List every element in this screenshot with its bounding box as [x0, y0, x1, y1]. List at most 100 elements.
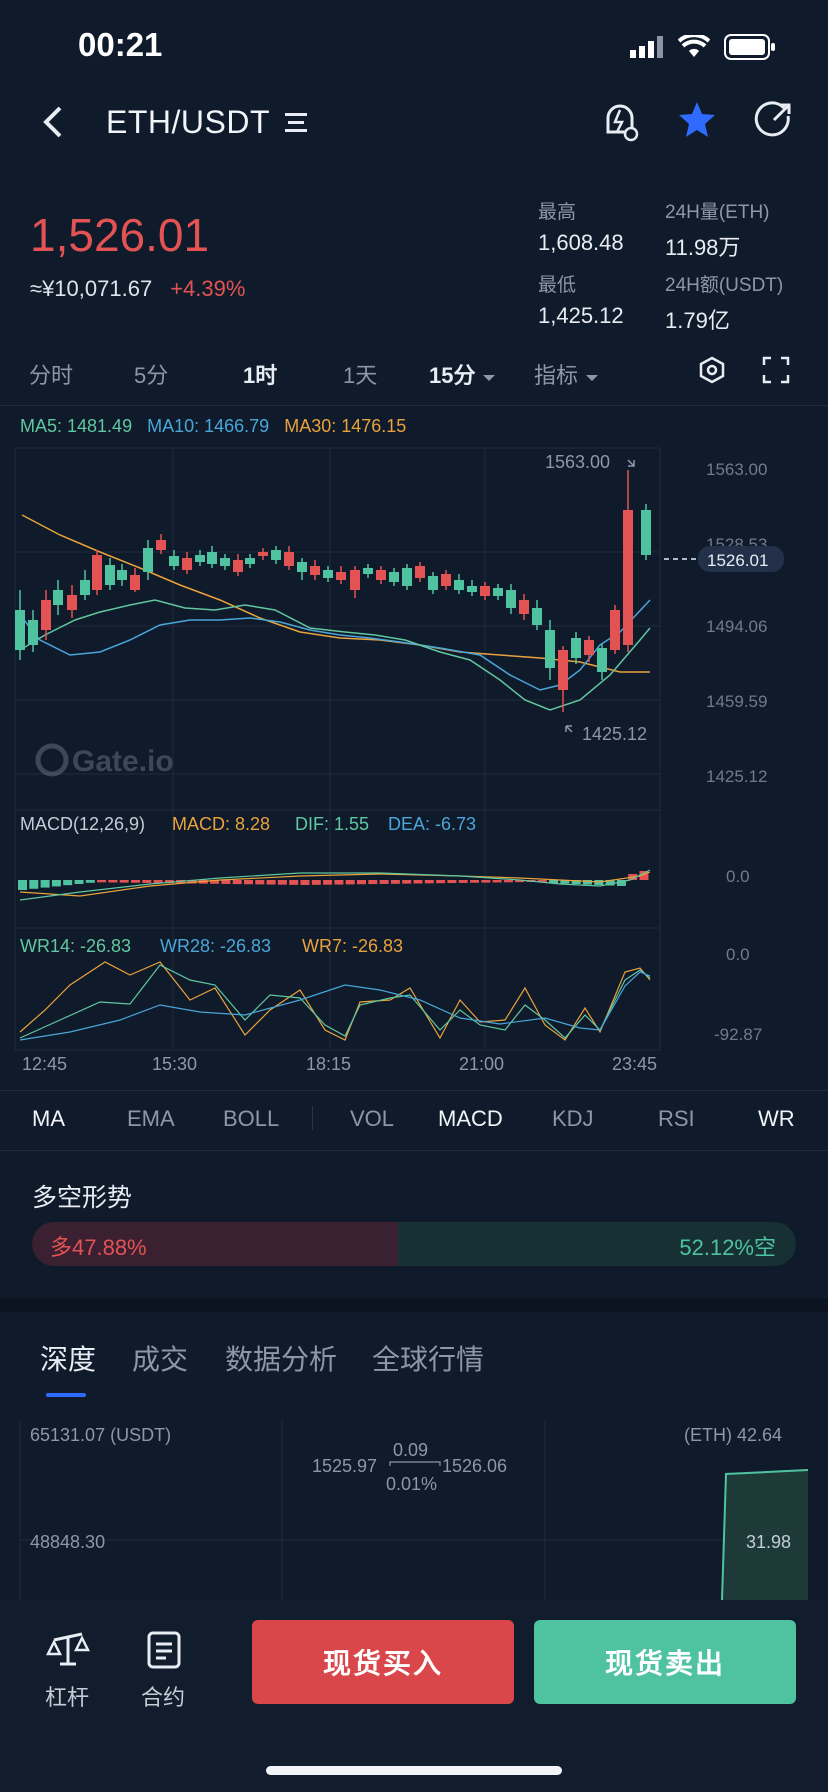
candle-body: [323, 570, 333, 578]
buy-button[interactable]: 现货买入: [252, 1620, 514, 1704]
list-icon: [284, 113, 307, 132]
tab-1h[interactable]: 1时: [243, 363, 278, 388]
tab-5m[interactable]: 5分: [134, 363, 169, 388]
candlesticks: [15, 470, 651, 712]
tab-trades[interactable]: 成交: [132, 1344, 189, 1375]
favorite-button[interactable]: [676, 100, 718, 145]
spread-bracket: [389, 1461, 441, 1466]
scale-icon: [45, 1632, 91, 1666]
candle-body: [284, 552, 294, 566]
star-icon: [679, 102, 715, 137]
long-bar: [32, 1222, 398, 1266]
depth-ask: 1526.06: [442, 1456, 507, 1476]
macd-bar: [266, 880, 276, 885]
tab-data-analysis[interactable]: 数据分析: [225, 1344, 338, 1375]
chart-settings-button[interactable]: [698, 356, 726, 390]
macd-bar: [311, 880, 321, 885]
pair-title[interactable]: ETH/USDT: [106, 104, 309, 141]
change-pct: +4.39%: [170, 276, 246, 301]
candle-body: [271, 550, 281, 560]
high-label: 最高: [538, 202, 577, 223]
signal-icon: [630, 36, 663, 58]
battery-icon: [724, 34, 775, 60]
lever-label[interactable]: 杠杆: [45, 1685, 90, 1710]
tab-indicators[interactable]: 指标: [534, 358, 600, 390]
macd-bar: [131, 880, 140, 883]
macd-bar: [255, 880, 265, 885]
macd-bar: [164, 880, 174, 884]
macd-bar: [119, 880, 129, 883]
indicator-vol[interactable]: VOL: [350, 1106, 395, 1131]
macd-bar: [210, 880, 220, 884]
time-tick: 12:45: [22, 1054, 67, 1074]
candle-body: [156, 540, 166, 550]
amount-value: 1.79亿: [665, 308, 730, 333]
lever-button[interactable]: [45, 1630, 91, 1675]
macd-title: MACD(12,26,9): [20, 814, 145, 834]
time-tick: 23:45: [612, 1054, 657, 1074]
tab-line[interactable]: 分时: [29, 363, 74, 388]
axis-tick: 1425.12: [706, 767, 767, 786]
sell-button[interactable]: 现货卖出: [534, 1620, 796, 1704]
macd-bar: [368, 880, 378, 885]
depth-chart[interactable]: 65131.07 (USDT) 48848.30 (ETH) 42.64 31.…: [0, 1410, 828, 1600]
candle-body: [389, 572, 399, 582]
tab-global-market[interactable]: 全球行情: [372, 1344, 485, 1375]
home-indicator: [266, 1766, 562, 1775]
back-button[interactable]: [40, 104, 68, 145]
last-price: 1,526.01: [30, 209, 210, 261]
share-icon: [754, 101, 791, 137]
kline-chart[interactable]: Gate.io 1563.00 1425.12 1563.00 1528.53 …: [0, 440, 828, 1080]
low-marker: 1425.12: [582, 724, 647, 744]
macd-bar: [492, 880, 502, 883]
candle-body: [117, 570, 127, 580]
candle-body: [350, 570, 360, 590]
candle-body: [532, 608, 542, 625]
indicator-boll[interactable]: BOLL: [223, 1106, 280, 1131]
contract-label[interactable]: 合约: [141, 1685, 186, 1710]
candle-body: [195, 555, 205, 562]
timeframe-tabs: 分时 5分 1时 1天 15分 指标: [0, 356, 828, 398]
indicator-ma[interactable]: MA: [32, 1106, 65, 1131]
macd-bar: [277, 880, 287, 885]
depth-right-top: (ETH) 42.64: [684, 1425, 782, 1445]
macd-bar: [40, 880, 50, 888]
indicator-rsi[interactable]: RSI: [658, 1106, 695, 1131]
axis-tick: 1563.00: [706, 460, 767, 479]
tab-indicators-label: 指标: [534, 363, 579, 388]
depth-right-mid: 31.98: [746, 1532, 791, 1552]
candle-body: [207, 552, 217, 564]
candle-body: [493, 588, 503, 596]
vol-label: 24H量(ETH): [665, 202, 770, 223]
tab-15m[interactable]: 15分: [429, 358, 497, 390]
macd-bar: [458, 880, 468, 883]
gate-logo-watermark: Gate.io: [35, 743, 174, 778]
indicator-ema[interactable]: EMA: [127, 1106, 175, 1131]
candle-body: [92, 555, 102, 590]
macd-bar: [503, 880, 513, 883]
indicator-kdj[interactable]: KDJ: [552, 1106, 594, 1131]
candle-body: [519, 600, 529, 614]
wr28-legend: WR28: -26.83: [160, 936, 271, 956]
fullscreen-icon: [762, 356, 790, 384]
wr-axis-tick: -92.87: [714, 1025, 762, 1044]
tab-1d[interactable]: 1天: [343, 363, 378, 388]
macd-value: MACD: 8.28: [172, 814, 270, 834]
fullscreen-button[interactable]: [762, 356, 790, 390]
axis-tick: 1494.06: [706, 617, 767, 636]
macd-bar: [413, 880, 423, 884]
sentiment-title: 多空形势: [32, 1184, 133, 1212]
share-button[interactable]: [754, 100, 794, 145]
macd-bar: [51, 880, 61, 887]
price-alert-button[interactable]: [600, 100, 640, 147]
tab-depth[interactable]: 深度: [40, 1344, 97, 1375]
macd-bar: [300, 880, 310, 885]
indicator-wr[interactable]: WR: [758, 1106, 795, 1131]
candle-body: [506, 590, 516, 608]
time-tick: 15:30: [152, 1054, 197, 1074]
contract-button[interactable]: [146, 1630, 182, 1675]
candle-body: [363, 568, 373, 574]
macd-bar: [549, 880, 559, 883]
indicator-macd[interactable]: MACD: [438, 1106, 503, 1131]
macd-bar: [142, 880, 152, 883]
